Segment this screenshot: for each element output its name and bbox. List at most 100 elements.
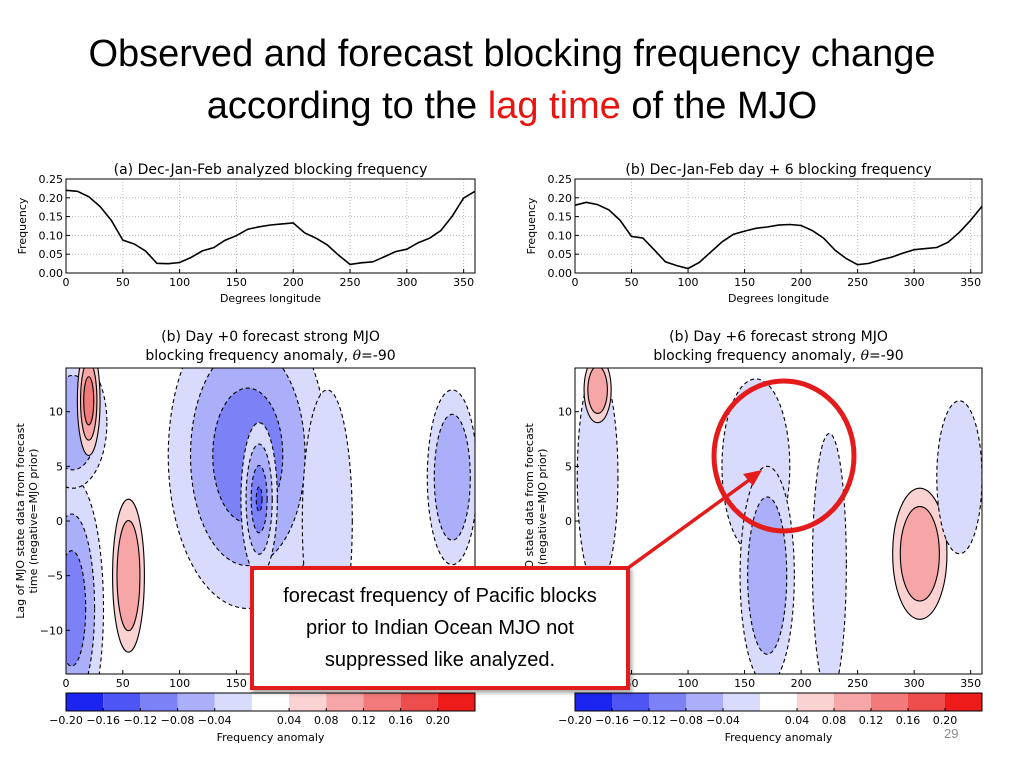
x-tick-label: 250	[340, 276, 361, 289]
highlight-annotation	[626, 378, 857, 570]
plot-frame	[574, 178, 983, 274]
y-tick-label: 0	[565, 515, 572, 528]
y-tick-label: −10	[40, 624, 63, 637]
y-tick-label: 10	[49, 406, 63, 419]
colorbar-swatch	[908, 693, 945, 711]
page-number: 29	[944, 726, 959, 741]
x-tick-label: 200	[283, 276, 304, 289]
colorbar-swatch	[945, 693, 982, 711]
title-line-2-pre: according to the	[206, 85, 488, 127]
theta-value: =-90	[361, 348, 396, 364]
colorbar-tick-label: 0.04	[277, 714, 302, 727]
chart-subtitle: blocking frequency anomaly, θ=-90	[653, 348, 903, 364]
title-highlight-lag-time: lag time	[487, 85, 621, 127]
title-line-2-post: of the MJO	[620, 85, 818, 127]
x-tick-label: 350	[960, 677, 981, 690]
colorbar-swatch	[103, 693, 141, 711]
colorbar-tick-label: −0.04	[198, 714, 232, 727]
contour-chart-day6: 0501001502002503003501050−5−10(b) Day +6…	[523, 329, 983, 744]
callout-arrow-line	[626, 476, 754, 570]
title-line-1: Observed and forecast blocking frequency…	[88, 33, 936, 75]
x-tick-label: 150	[226, 276, 247, 289]
x-tick-label: 250	[847, 677, 868, 690]
colorbar-swatch	[649, 693, 686, 711]
colorbar-tick-label: −0.08	[669, 714, 703, 727]
y-axis-label-line2: time (negative=MJO prior)	[27, 449, 40, 594]
highlight-circle	[711, 378, 857, 534]
x-tick-label: 300	[904, 276, 925, 289]
colorbar-tick-label: 0.08	[822, 714, 847, 727]
colorbar-tick-label: −0.20	[49, 714, 83, 727]
colorbar-frame	[65, 692, 476, 712]
y-tick-label: 0.20	[548, 192, 573, 205]
x-tick-label: 150	[734, 276, 755, 289]
colorbar-tick-label: −0.20	[558, 714, 592, 727]
theta-symbol: θ	[353, 348, 362, 364]
callout-arrowhead	[743, 470, 762, 486]
colorbar-swatch	[363, 693, 401, 711]
x-axis-label: Degrees longitude	[220, 292, 321, 305]
contour-chart-day0: 0501001502002503003501050−5−10(b) Day +0…	[14, 329, 476, 744]
y-tick-label: 0.05	[39, 248, 64, 261]
contour-blob	[811, 433, 847, 674]
y-tick-label: 0.00	[548, 267, 573, 280]
x-tick-label: 350	[960, 276, 981, 289]
plot-area	[575, 179, 982, 273]
y-tick-label: −5	[47, 570, 63, 583]
title-line-2: according to the lag time of the MJO	[0, 80, 1024, 132]
x-tick-label: 0	[572, 276, 579, 289]
colorbar-swatch	[214, 693, 252, 711]
x-tick-label: 200	[791, 677, 812, 690]
chart-title: (b) Day +0 forecast strong MJO	[161, 329, 380, 345]
y-axis-label: Frequency	[525, 197, 538, 254]
chart-title: (b) Dec-Jan-Feb day + 6 blocking frequen…	[625, 162, 931, 178]
y-tick-label: 0.20	[39, 192, 64, 205]
y-tick-label: 0.25	[548, 173, 573, 186]
colorbar-frame	[574, 692, 983, 712]
theta-symbol: θ	[861, 348, 870, 364]
x-tick-label: 300	[396, 276, 417, 289]
y-tick-label: 0.15	[548, 211, 573, 224]
colorbar-swatch	[177, 693, 215, 711]
colorbar-tick-label: 0.12	[351, 714, 376, 727]
chart-title: (b) Day +6 forecast strong MJO	[669, 329, 888, 345]
theta-value: =-90	[869, 348, 904, 364]
x-axis-label: Degrees longitude	[728, 292, 829, 305]
y-tick-label: 0.25	[39, 173, 64, 186]
y-axis-label-line1: Lag of MJO state data from forecast	[14, 423, 27, 619]
y-tick-label: 0.05	[548, 248, 573, 261]
chart-title: (a) Dec-Jan-Feb analyzed blocking freque…	[114, 162, 428, 178]
colorbar-tick-label: 0.20	[426, 714, 451, 727]
x-tick-label: 200	[791, 276, 812, 289]
y-tick-label: 0.10	[548, 229, 573, 242]
colorbar-swatch	[289, 693, 327, 711]
contour-blob	[899, 506, 940, 602]
y-tick-label: 0.00	[39, 267, 64, 280]
x-tick-label: 100	[678, 677, 699, 690]
x-tick-label: 250	[847, 276, 868, 289]
colorbar-tick-label: 0.20	[933, 714, 958, 727]
colorbar-swatch	[871, 693, 908, 711]
x-tick-label: 300	[904, 677, 925, 690]
x-tick-label: 100	[169, 677, 190, 690]
series-line	[65, 189, 476, 266]
y-tick-label: 0.10	[39, 229, 64, 242]
x-tick-label: 0	[63, 677, 70, 690]
colorbar-tick-label: 0.12	[859, 714, 884, 727]
x-tick-label: 100	[678, 276, 699, 289]
y-tick-label: 5	[565, 460, 572, 473]
colorbar-tick-label: −0.04	[706, 714, 740, 727]
y-axis-label: Frequency	[16, 197, 29, 254]
callout-box: forecast frequency of Pacific blocks pri…	[250, 566, 630, 690]
line-chart-a: 0 50 100 150 200 250 300 350 0.00 0.05 0.10 0.15 0.2…	[16, 162, 476, 305]
colorbar-tick-label: 0.16	[388, 714, 413, 727]
x-tick-label: 50	[116, 677, 130, 690]
contour-blob	[936, 400, 982, 555]
plot-frame	[65, 178, 476, 274]
y-tick-label: 0.15	[39, 211, 64, 224]
colorbar-swatch	[326, 693, 364, 711]
contour-blob	[747, 496, 788, 655]
y-axis-label-line2: time (negative=MJO prior)	[536, 449, 549, 594]
x-tick-label: 350	[453, 276, 474, 289]
colorbar-label: Frequency anomaly	[725, 731, 833, 744]
